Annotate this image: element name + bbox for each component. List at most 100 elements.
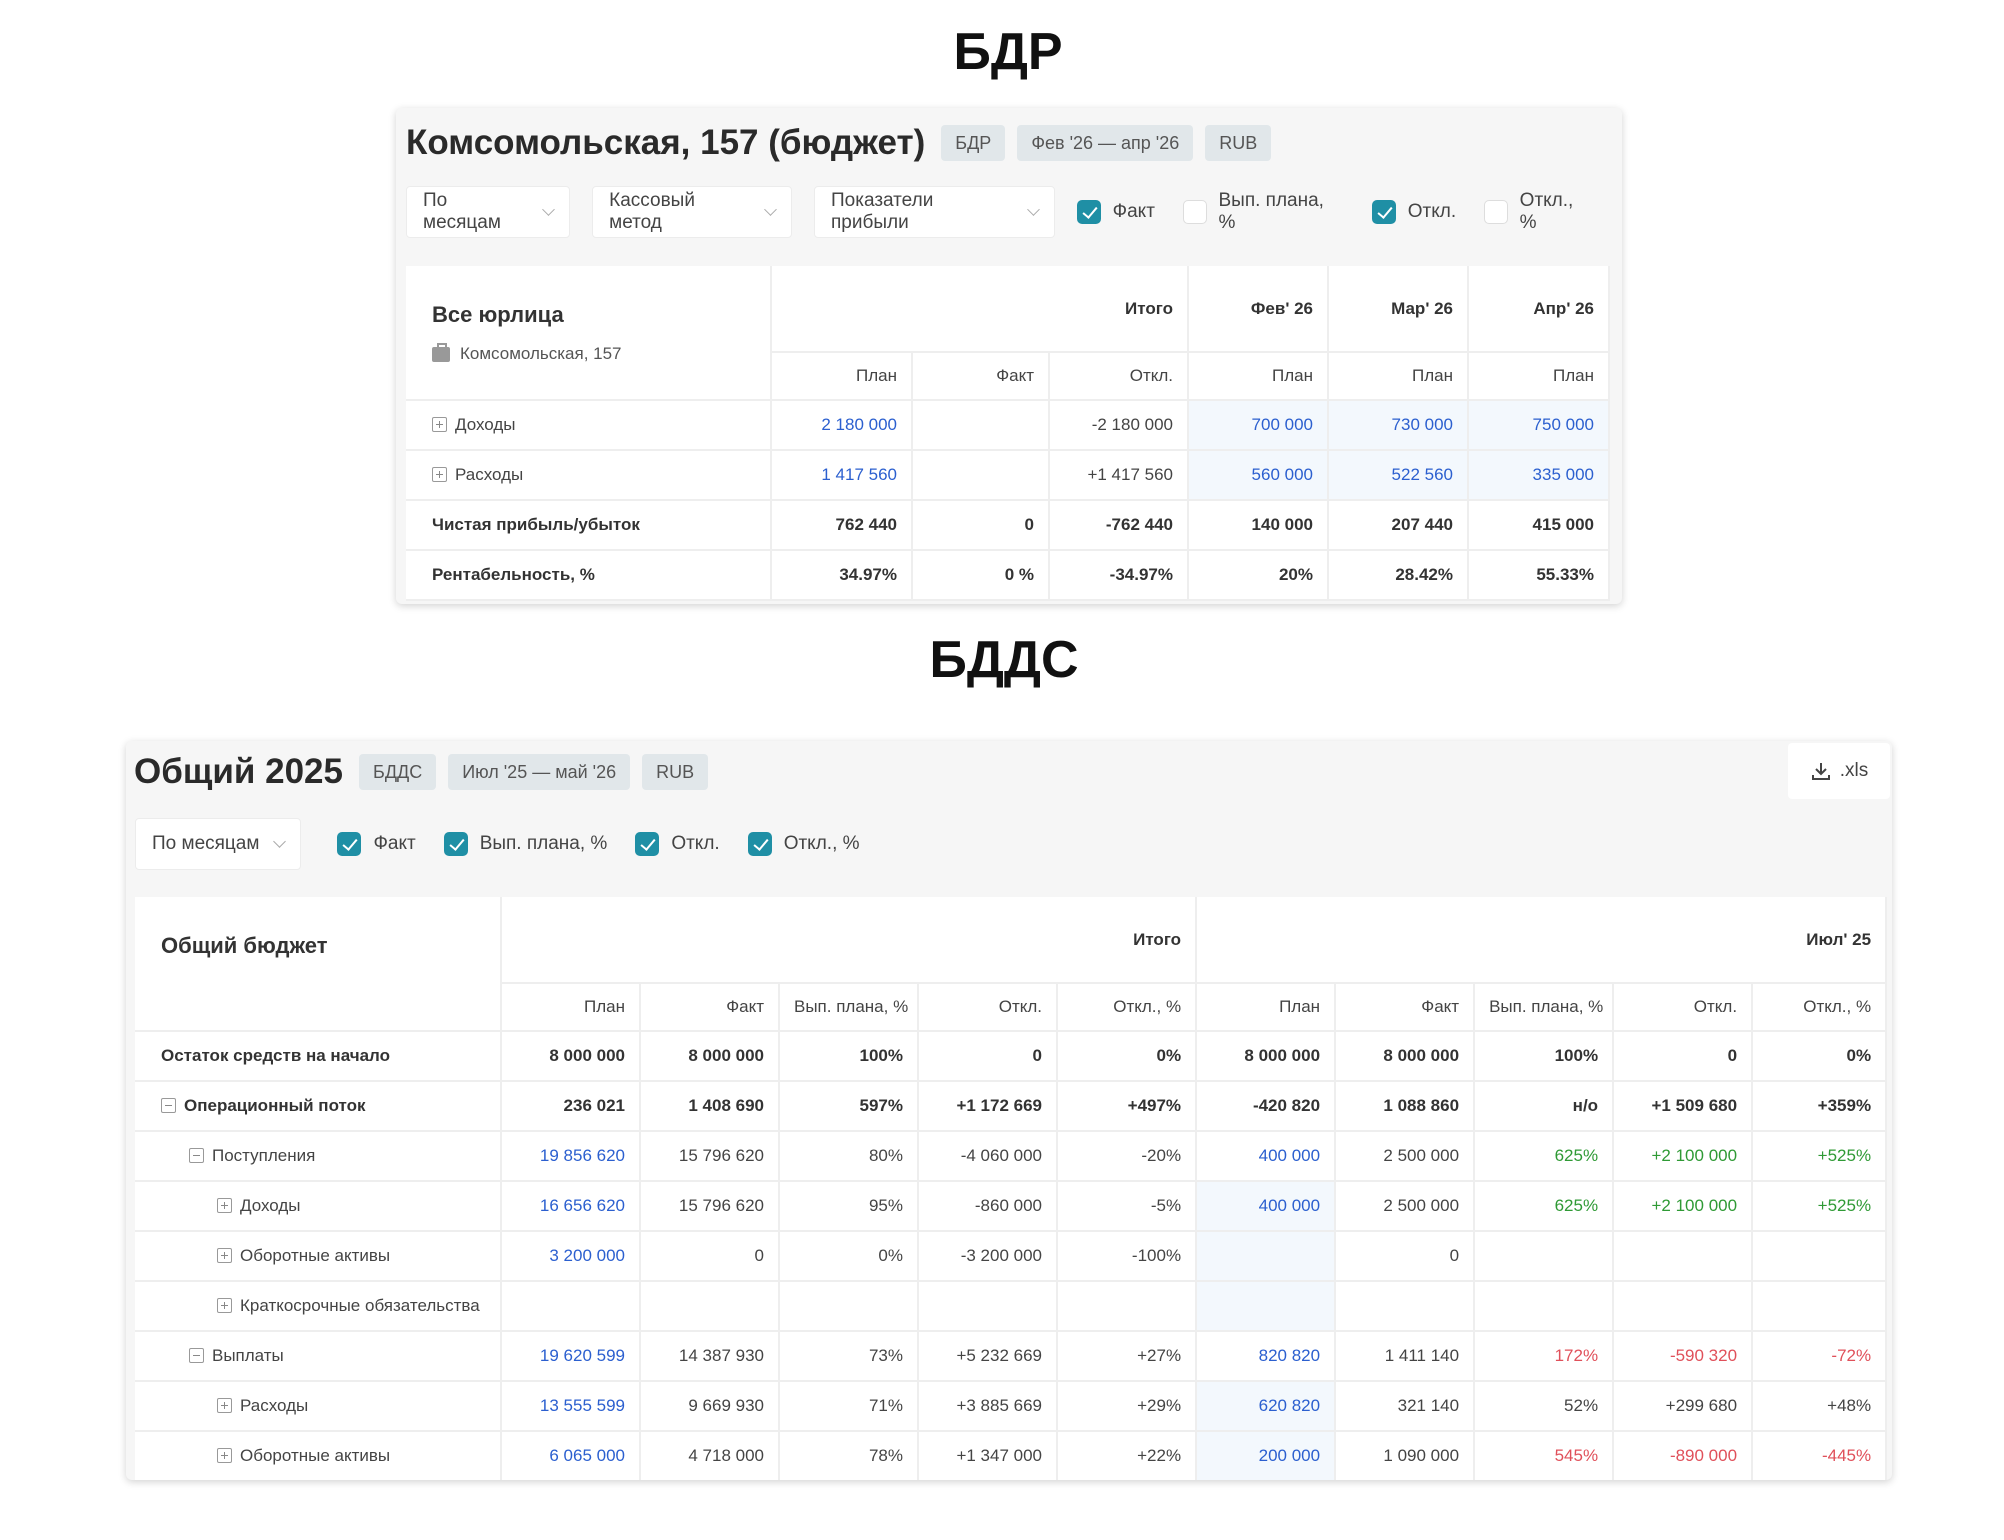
cell-value: 172%: [1474, 1331, 1615, 1382]
cell-value[interactable]: 400 000: [1196, 1181, 1337, 1232]
cell-value[interactable]: 19 620 599: [501, 1331, 641, 1382]
expand-plus-icon[interactable]: [217, 1248, 232, 1263]
checkbox-icon[interactable]: [635, 832, 660, 856]
expand-plus-icon[interactable]: [217, 1298, 232, 1313]
dropdown-0[interactable]: По месяцам: [135, 818, 302, 870]
column-header: План: [501, 983, 641, 1032]
row-label: Расходы: [406, 450, 772, 501]
cell-value: 0: [1335, 1231, 1476, 1282]
cell-value[interactable]: 560 000: [1188, 450, 1329, 501]
tag-currency: RUB: [642, 754, 709, 790]
column-header: Откл.: [1049, 352, 1189, 401]
checkbox-1[interactable]: Вып. плана, %: [443, 832, 607, 856]
cell-value: [1196, 1231, 1337, 1282]
collapse-minus-icon[interactable]: [161, 1098, 176, 1113]
checkbox-label: Вып. плана, %: [1218, 190, 1324, 233]
table-row: Краткосрочные обязательства: [135, 1281, 1888, 1332]
dropdown-1[interactable]: Кассовый метод: [592, 186, 793, 238]
checkbox-0[interactable]: Факт: [1076, 200, 1155, 224]
bdr-table: Все юрлица Комсомольская, 157 Итого Фев' 26…: [406, 266, 1610, 601]
expand-plus-icon[interactable]: [217, 1398, 232, 1413]
cell-value[interactable]: 3 200 000: [501, 1231, 641, 1282]
cell-value: -5%: [1057, 1181, 1198, 1232]
cell-value[interactable]: 13 555 599: [501, 1381, 641, 1432]
cell-value: 28.42%: [1328, 550, 1469, 601]
cell-value: -34.97%: [1049, 550, 1189, 601]
checkbox-3[interactable]: Откл., %: [1484, 190, 1594, 234]
column-header: План: [1468, 352, 1610, 401]
cell-value[interactable]: 820 820: [1196, 1331, 1337, 1382]
cell-value[interactable]: 620 820: [1196, 1381, 1337, 1432]
dropdown-label: По месяцам: [152, 833, 260, 854]
dropdown-0[interactable]: По месяцам: [406, 186, 571, 238]
cell-value: -20%: [1057, 1131, 1198, 1182]
cell-value: 4 718 000: [640, 1431, 780, 1480]
checkbox-icon[interactable]: [1484, 200, 1508, 224]
cell-value: 0 %: [912, 550, 1050, 601]
group-header: Фев' 26: [1188, 266, 1329, 353]
column-header: План: [1196, 983, 1337, 1032]
checkbox-icon[interactable]: [1076, 200, 1101, 224]
row-label-text: Выплаты: [212, 1346, 284, 1365]
dropdown-2[interactable]: Показатели прибыли: [814, 186, 1055, 238]
cell-value: [912, 400, 1050, 451]
cell-value[interactable]: 19 856 620: [501, 1131, 641, 1182]
cell-value: +22%: [1057, 1431, 1198, 1480]
checkbox-2[interactable]: Откл.: [635, 832, 720, 856]
cell-value[interactable]: 2 180 000: [771, 400, 913, 451]
cell-value[interactable]: 700 000: [1188, 400, 1329, 451]
cell-value: 0: [912, 500, 1050, 551]
bdr-card: Комсомольская, 157 (бюджет) БДР Фев '26 …: [396, 108, 1622, 604]
expand-plus-icon[interactable]: [432, 417, 447, 432]
cell-value: 9 669 930: [640, 1381, 780, 1432]
column-header: План: [1328, 352, 1469, 401]
cell-value[interactable]: 6 065 000: [501, 1431, 641, 1480]
checkbox-label: Откл.: [1407, 201, 1457, 222]
bdr-section-title: БДР: [953, 23, 1063, 81]
cell-value: н/о: [1474, 1081, 1615, 1132]
cell-value: -445%: [1752, 1431, 1888, 1480]
export-xls-button[interactable]: .xls: [1788, 743, 1890, 799]
cell-value[interactable]: 16 656 620: [501, 1181, 641, 1232]
cell-value: [1474, 1281, 1615, 1332]
checkbox-1[interactable]: Вып. плана, %: [1182, 190, 1344, 234]
cell-value[interactable]: 730 000: [1328, 400, 1469, 451]
expand-plus-icon[interactable]: [217, 1448, 232, 1463]
checkbox-icon[interactable]: [443, 832, 468, 856]
cell-value[interactable]: 200 000: [1196, 1431, 1337, 1480]
cell-value: [1613, 1231, 1754, 1282]
checkbox-icon[interactable]: [1182, 200, 1207, 224]
checkbox-2[interactable]: Откл.: [1371, 200, 1457, 224]
expand-plus-icon[interactable]: [217, 1198, 232, 1213]
checkbox-0[interactable]: Факт: [337, 832, 416, 856]
cell-value: 20%: [1188, 550, 1329, 601]
column-header: Факт: [1335, 983, 1476, 1032]
cell-value: [1057, 1281, 1198, 1332]
cell-value[interactable]: 335 000: [1468, 450, 1610, 501]
subheader-row: План Факт Вып. плана, % Откл. Откл., % План Фа…: [135, 983, 1888, 1032]
checkbox-icon[interactable]: [337, 832, 362, 856]
chevron-down-icon: [273, 835, 287, 848]
collapse-minus-icon[interactable]: [189, 1348, 204, 1363]
bdds-card: Общий 2025 БДДС Июл '25 — май '26 RUB .x…: [126, 741, 1892, 1480]
header-row: Общий бюджет Итого Июл' 25: [135, 897, 1888, 1032]
cell-value: [501, 1281, 641, 1332]
cell-value: 2 500 000: [1335, 1181, 1476, 1232]
cell-value: -590 320: [1613, 1331, 1754, 1382]
cell-value[interactable]: 1 417 560: [771, 450, 913, 501]
cell-value[interactable]: 750 000: [1468, 400, 1610, 451]
cell-value: 0: [918, 1031, 1058, 1082]
cell-value[interactable]: 400 000: [1196, 1131, 1337, 1182]
checkbox-3[interactable]: Откл., %: [747, 832, 860, 856]
cell-value[interactable]: 522 560: [1328, 450, 1469, 501]
cell-value: 0: [640, 1231, 780, 1282]
cell-value: +525%: [1752, 1131, 1888, 1182]
collapse-minus-icon[interactable]: [189, 1148, 204, 1163]
checkbox-icon[interactable]: [1371, 200, 1396, 224]
row-label: Остаток средств на начало: [135, 1031, 502, 1082]
download-icon: [1811, 763, 1830, 780]
row-label-text: Доходы: [455, 415, 516, 434]
entity-name: Комсомольская, 157: [460, 344, 622, 363]
expand-plus-icon[interactable]: [432, 467, 447, 482]
checkbox-icon[interactable]: [747, 832, 772, 856]
